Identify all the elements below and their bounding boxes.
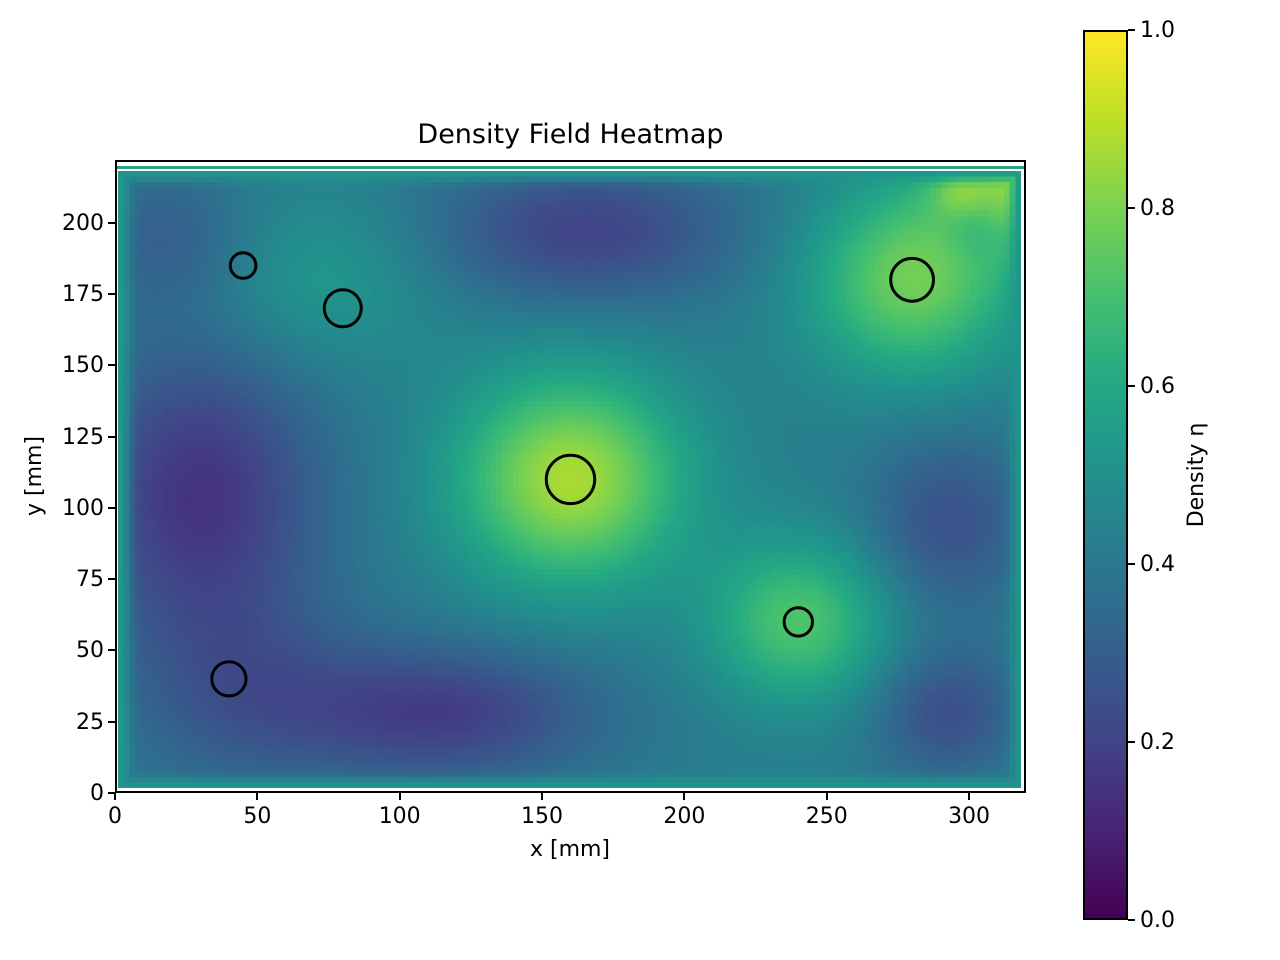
defect-circle [210, 660, 248, 698]
colorbar [1083, 30, 1128, 920]
x-tick-mark [256, 793, 259, 800]
y-tick-label: 50 [76, 638, 104, 664]
colorbar-tick-label: 0.8 [1140, 196, 1175, 221]
y-tick-mark [108, 506, 115, 509]
x-tick-mark [541, 793, 544, 800]
x-tick-label: 0 [108, 804, 122, 829]
defect-circles-overlay [210, 251, 935, 698]
colorbar-tick-mark [1128, 207, 1135, 209]
x-tick-mark [398, 793, 401, 800]
x-tick-label: 50 [243, 804, 272, 829]
x-axis-label: x [mm] [529, 837, 611, 862]
x-tick-label: 150 [521, 804, 564, 829]
x-tick-mark [683, 793, 686, 800]
heatmap-top-edge-line [117, 166, 1024, 169]
colorbar-tick-label: 1.0 [1140, 18, 1175, 43]
x-tick-label: 200 [663, 804, 706, 829]
colorbar-label: Density η [1184, 422, 1209, 528]
y-tick-mark [108, 293, 115, 295]
defect-circle [544, 453, 597, 506]
defect-circle [322, 288, 363, 329]
y-tick-mark [108, 364, 115, 367]
x-tick-mark [968, 793, 971, 800]
y-axis-label: y [mm] [22, 435, 47, 517]
y-tick-mark [108, 578, 115, 581]
y-tick-label: 0 [90, 781, 104, 806]
colorbar-tick-mark [1128, 385, 1135, 387]
y-tick-mark [108, 435, 115, 438]
x-tick-label: 300 [948, 804, 991, 829]
colorbar-tick-mark [1128, 29, 1135, 31]
colorbar-tick-label: 0.2 [1140, 730, 1175, 755]
x-tick-label: 250 [805, 804, 848, 829]
colorbar-tick-mark [1128, 563, 1135, 565]
colorbar-tick-label: 0.6 [1140, 374, 1175, 399]
colorbar-tick-label: 0.4 [1140, 552, 1175, 577]
chart-title: Density Field Heatmap [417, 119, 724, 150]
y-tick-label: 150 [62, 353, 104, 379]
y-tick-label: 200 [62, 210, 104, 236]
y-tick-label: 125 [62, 424, 104, 450]
y-tick-mark [108, 649, 115, 652]
defect-circle [228, 251, 258, 280]
y-tick-mark [108, 221, 115, 224]
colorbar-tick-mark [1128, 919, 1135, 921]
x-tick-mark [114, 793, 116, 800]
x-tick-label: 100 [378, 804, 421, 829]
y-tick-mark [108, 720, 115, 723]
colorbar-tick-label: 0.0 [1140, 908, 1175, 933]
heatmap-canvas [118, 171, 1021, 788]
defect-circle [889, 256, 935, 303]
y-tick-label: 75 [76, 567, 104, 593]
y-tick-mark [108, 792, 115, 794]
x-tick-mark [825, 793, 828, 800]
colorbar-tick-mark [1128, 741, 1135, 743]
colorbar-gradient [1085, 32, 1126, 918]
y-tick-label: 175 [62, 282, 104, 307]
defect-circle [782, 606, 814, 638]
y-tick-label: 25 [76, 709, 104, 735]
y-tick-label: 100 [62, 495, 104, 521]
plot-area [115, 160, 1026, 793]
